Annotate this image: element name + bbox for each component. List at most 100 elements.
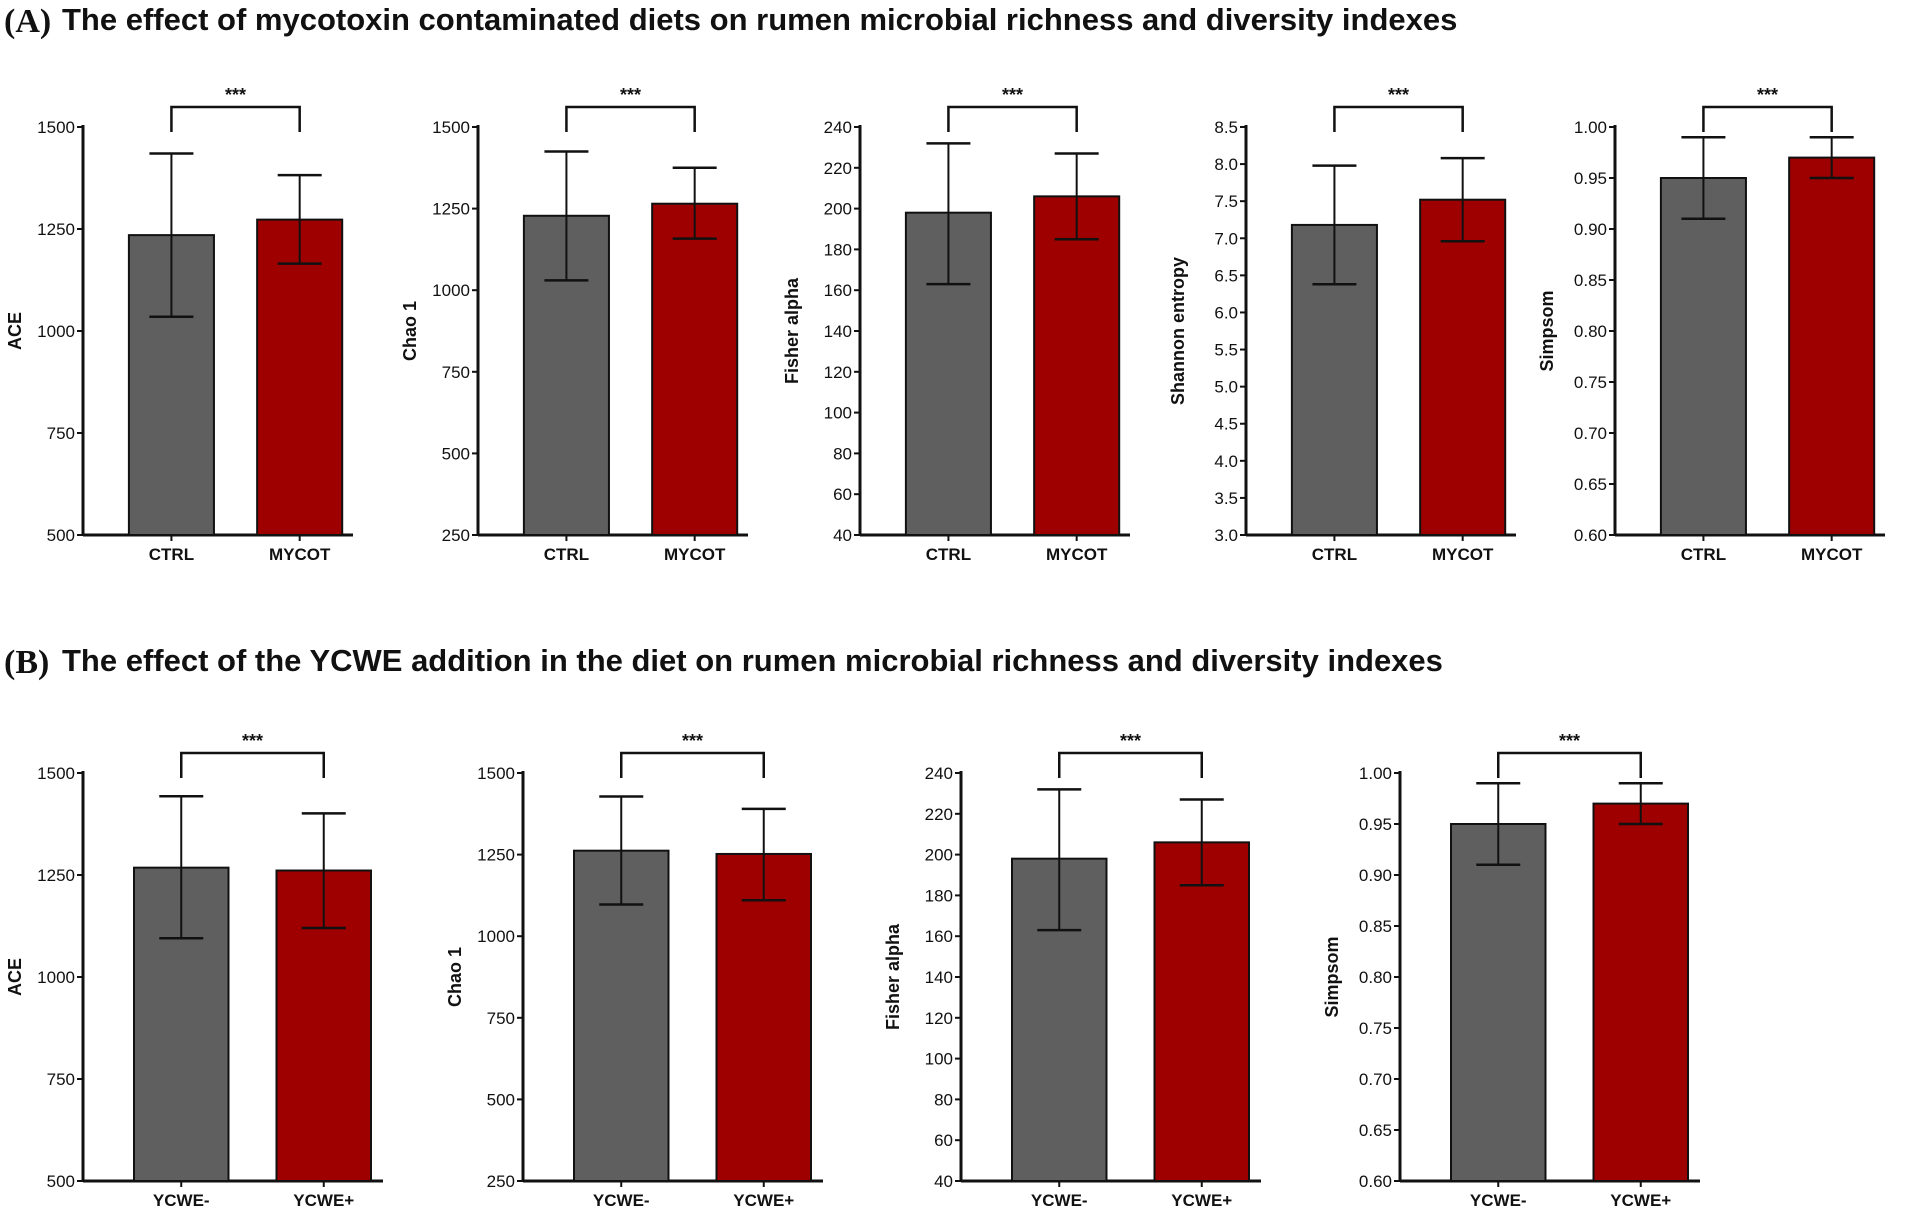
y-tick-label: 3.5 <box>1214 489 1238 508</box>
y-tick-label: 80 <box>833 444 852 463</box>
x-tick-label: MYCOT <box>1432 545 1494 564</box>
x-tick-label: YCWE+ <box>1610 1191 1671 1210</box>
y-tick-label: 60 <box>833 485 852 504</box>
y-tick-label: 0.65 <box>1574 475 1607 494</box>
y-tick-label: 1000 <box>432 281 470 300</box>
x-tick-label: YCWE- <box>1470 1191 1527 1210</box>
y-tick-label: 0.80 <box>1359 968 1392 987</box>
significance-bracket <box>180 751 325 778</box>
y-tick-label: 4.5 <box>1214 415 1238 434</box>
y-tick-label: 1500 <box>37 764 75 783</box>
y-tick-label: 80 <box>934 1090 953 1109</box>
x-tick-label: YCWE+ <box>733 1191 794 1210</box>
significance-label: *** <box>1002 85 1023 105</box>
y-tick-label: 0.90 <box>1574 220 1607 239</box>
bar-mycot <box>1788 156 1876 536</box>
bar-chart-chao-1: 250 500 750 1000 1250 1500 Chao 1 YCWE- YCWE+ *** <box>445 731 823 1210</box>
y-tick-label: 250 <box>442 526 470 545</box>
y-tick-label: 120 <box>824 363 852 382</box>
y-tick-label: 1500 <box>477 764 515 783</box>
x-tick-label: CTRL <box>149 545 194 564</box>
bar-chart-ace: 500 750 1000 1250 1500 ACE YCWE- YCWE+ *** <box>5 731 383 1210</box>
y-tick-label: 750 <box>442 363 470 382</box>
y-tick-label: 200 <box>925 846 953 865</box>
y-axis-label: Fisher alpha <box>883 923 903 1030</box>
y-tick-label: 180 <box>824 240 852 259</box>
x-tick-label: YCWE+ <box>1171 1191 1232 1210</box>
bar-ycwe+ <box>1153 841 1250 1182</box>
bar-ctrl <box>1659 177 1747 536</box>
y-tick-label: 1.00 <box>1359 764 1392 783</box>
y-tick-label: 0.80 <box>1574 322 1607 341</box>
y-tick-label: 40 <box>934 1172 953 1191</box>
y-tick-label: 7.5 <box>1214 192 1238 211</box>
y-axis-label: Chao 1 <box>400 301 420 361</box>
panel-a-title: The effect of mycotoxin contaminated die… <box>62 2 1457 37</box>
y-tick-label: 500 <box>47 1172 75 1191</box>
x-tick-label: MYCOT <box>1801 545 1863 564</box>
significance-bracket <box>1058 751 1203 778</box>
bar-mycot <box>651 202 739 536</box>
y-tick-label: 750 <box>487 1009 515 1028</box>
charts: 500 750 1000 1250 1500 ACE CTRL MYCOT *** 250 500 7… <box>5 85 1885 1210</box>
y-tick-label: 1500 <box>37 118 75 137</box>
y-tick-label: 5.5 <box>1214 341 1238 360</box>
significance-bracket <box>565 105 696 132</box>
y-tick-label: 500 <box>442 444 470 463</box>
y-tick-label: 140 <box>824 322 852 341</box>
y-tick-label: 6.5 <box>1214 266 1238 285</box>
x-tick-label: CTRL <box>926 545 971 564</box>
x-tick-label: MYCOT <box>1046 545 1108 564</box>
y-tick-label: 8.0 <box>1214 155 1238 174</box>
x-tick-label: CTRL <box>544 545 589 564</box>
significance-label: *** <box>620 85 641 105</box>
y-tick-label: 140 <box>925 968 953 987</box>
y-tick-label: 60 <box>934 1131 953 1150</box>
y-tick-label: 0.95 <box>1359 815 1392 834</box>
y-tick-label: 0.85 <box>1359 917 1392 936</box>
y-tick-label: 0.65 <box>1359 1121 1392 1140</box>
y-tick-label: 160 <box>925 927 953 946</box>
y-tick-label: 3.0 <box>1214 526 1238 545</box>
panel-a-header: (A) The effect of mycotoxin contaminated… <box>4 2 1457 40</box>
y-tick-label: 4.0 <box>1214 452 1238 471</box>
panel-b-title: The effect of the YCWE addition in the d… <box>62 643 1443 678</box>
y-axis-label: ACE <box>5 312 25 350</box>
y-axis-label: Simpsom <box>1537 290 1557 371</box>
panel-b-label: (B) <box>4 644 49 681</box>
x-tick-label: YCWE- <box>593 1191 650 1210</box>
significance-label: *** <box>1559 731 1580 751</box>
bar-ycwe+ <box>1592 802 1689 1182</box>
y-tick-label: 1000 <box>477 927 515 946</box>
bar-chart-fisher-alpha: 40 60 80 100 120 140 160 180 200 220 240 Fisher alp… <box>883 731 1261 1210</box>
y-tick-label: 0.75 <box>1359 1019 1392 1038</box>
y-tick-label: 7.0 <box>1214 229 1238 248</box>
y-tick-label: 0.95 <box>1574 169 1607 188</box>
y-tick-label: 240 <box>925 764 953 783</box>
y-tick-label: 8.5 <box>1214 118 1238 137</box>
significance-bracket <box>620 751 765 778</box>
y-tick-label: 1250 <box>432 200 470 219</box>
y-tick-label: 0.60 <box>1574 526 1607 545</box>
bar-chart-chao-1: 250 500 750 1000 1250 1500 Chao 1 CTRL MYCOT *** <box>400 85 748 564</box>
bar-chart-shannon-entropy: 3.0 3.5 4.0 4.5 5.0 5.5 6.0 6.5 7.0 7.5 8.0 8.5 Shan… <box>1168 85 1516 564</box>
y-tick-label: 0.85 <box>1574 271 1607 290</box>
y-tick-label: 1500 <box>432 118 470 137</box>
significance-bracket <box>1333 105 1464 132</box>
y-tick-label: 1.00 <box>1574 118 1607 137</box>
y-tick-label: 0.60 <box>1359 1172 1392 1191</box>
y-tick-label: 500 <box>487 1090 515 1109</box>
y-axis-label: Fisher alpha <box>782 277 802 384</box>
y-tick-label: 0.90 <box>1359 866 1392 885</box>
y-tick-label: 120 <box>925 1009 953 1028</box>
significance-bracket <box>947 105 1078 132</box>
y-tick-label: 1000 <box>37 968 75 987</box>
significance-label: *** <box>1120 731 1141 751</box>
bar-mycot <box>1033 195 1121 537</box>
y-tick-label: 240 <box>824 118 852 137</box>
x-tick-label: MYCOT <box>269 545 331 564</box>
significance-label: *** <box>1757 85 1778 105</box>
panel-b-header: (B) The effect of the YCWE addition in t… <box>4 643 1443 681</box>
y-tick-label: 6.0 <box>1214 303 1238 322</box>
significance-bracket <box>1497 751 1642 778</box>
